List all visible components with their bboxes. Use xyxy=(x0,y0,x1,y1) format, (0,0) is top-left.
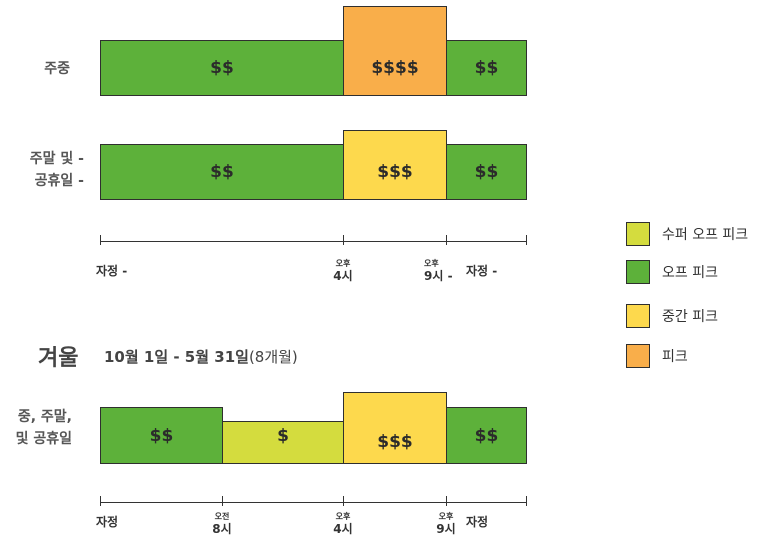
winter-tick-midnight-end xyxy=(526,496,527,506)
summer-weekday-segment-off-peak-1: $$ xyxy=(100,40,344,96)
summer-label-4pm: 오후 4시 xyxy=(333,259,353,283)
winter-segment-off-peak-2: $$ xyxy=(446,407,527,464)
legend-off-peak: 오프 피크 xyxy=(626,260,718,284)
winter-tick-4pm xyxy=(343,496,344,506)
legend-swatch-mid-peak xyxy=(626,304,650,328)
legend-label: 피크 xyxy=(662,349,688,365)
summer-weekday-label: 주중 xyxy=(44,61,70,77)
winter-label-8am: 오전 8시 xyxy=(212,512,232,536)
winter-date-range: 10월 1일 - 5월 31일(8개월) xyxy=(104,348,298,366)
winter-tick-midnight-start xyxy=(100,496,101,506)
summer-weekend-segment-off-peak-1: $$ xyxy=(100,144,344,200)
winter-segment-super-off-peak: $ xyxy=(222,421,344,464)
summer-weekend-segment-mid-peak: $$$ xyxy=(343,130,447,200)
winter-row-label: 중, 주말, 및 공휴일 xyxy=(15,409,72,447)
summer-tick-midnight-end xyxy=(526,235,527,245)
summer-time-axis xyxy=(100,241,527,242)
winter-label-9pm: 오후 9시 xyxy=(436,512,456,536)
winter-label-4pm: 오후 4시 xyxy=(333,512,353,536)
summer-weekday-segment-off-peak-2: $$ xyxy=(446,40,527,96)
summer-label-midnight-start: 자정 - xyxy=(96,264,128,278)
summer-weekend-segment-off-peak-2: $$ xyxy=(446,144,527,200)
legend-label: 중간 피크 xyxy=(662,309,718,325)
legend-label: 오프 피크 xyxy=(662,265,718,281)
winter-tick-8am xyxy=(222,496,223,506)
winter-time-axis xyxy=(100,502,527,503)
summer-weekday-segment-peak: $$$$ xyxy=(343,6,447,96)
legend-super-off-peak: 수퍼 오프 피크 xyxy=(626,222,748,246)
winter-tick-9pm xyxy=(446,496,447,506)
legend-swatch-peak xyxy=(626,344,650,368)
winter-segment-off-peak-1: $$ xyxy=(100,407,223,464)
summer-label-9pm: 오후 9시 - xyxy=(424,259,453,283)
legend-label: 수퍼 오프 피크 xyxy=(662,227,749,243)
winter-title: 겨울 xyxy=(38,346,79,371)
legend-peak: 피크 xyxy=(626,344,688,368)
winter-label-midnight-end: 자정 xyxy=(466,515,489,529)
winter-segment-mid-peak: $$$ xyxy=(343,392,447,464)
summer-weekend-label: 주말 및 - 공휴일 - xyxy=(29,151,84,189)
summer-tick-9pm xyxy=(446,235,447,245)
legend-swatch-off-peak xyxy=(626,260,650,284)
summer-label-midnight-end: 자정 - xyxy=(466,264,498,278)
summer-tick-midnight-start xyxy=(100,235,101,245)
legend-swatch-super-off-peak xyxy=(626,222,650,246)
summer-tick-4pm xyxy=(343,235,344,245)
legend-mid-peak: 중간 피크 xyxy=(626,304,718,328)
winter-label-midnight-start: 자정 xyxy=(96,515,119,529)
